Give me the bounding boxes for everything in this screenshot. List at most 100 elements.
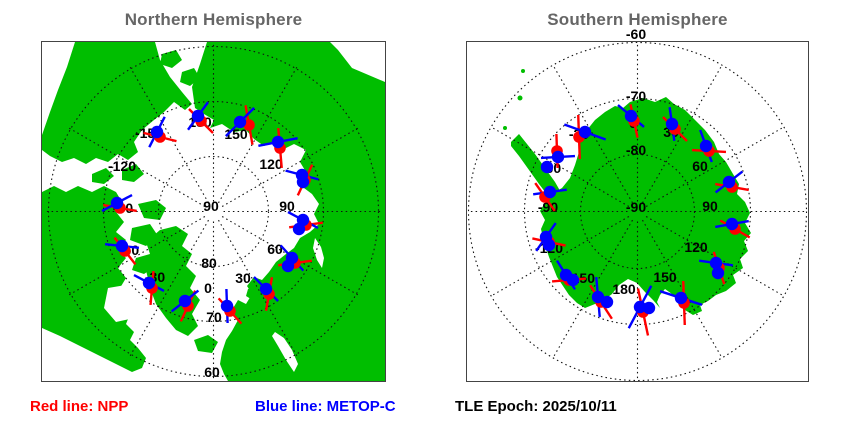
metop-c-position-dot (722, 175, 735, 188)
metop-c-position-dot (295, 168, 308, 181)
longitude-line (552, 64, 633, 203)
landmass (41, 41, 192, 164)
satellite-marker (563, 114, 606, 159)
longitude-line (66, 126, 205, 207)
longitude-line (645, 215, 784, 296)
satellite-marker (627, 284, 655, 336)
grid-label: 150 (224, 125, 248, 141)
latitude-circle (523, 97, 751, 325)
metop-c-position-dot (543, 185, 556, 198)
grid-label: 120 (684, 238, 708, 254)
longitude-line (217, 219, 298, 358)
metop-c-position-dot (624, 109, 637, 122)
landmass (131, 253, 156, 274)
metop-c-position-dot (540, 160, 553, 173)
metop-c-position-dot (191, 109, 204, 122)
water-body (312, 237, 324, 268)
satellite-marker (224, 104, 255, 145)
satellite-marker (217, 288, 242, 324)
grid-label: 90 (702, 197, 718, 213)
grid-label: 150 (653, 268, 677, 284)
longitude-line (217, 64, 298, 203)
metop-c-position-dot (110, 196, 123, 209)
satellite-layer (100, 101, 323, 324)
grid-label: -60 (625, 25, 645, 41)
latitude-circle (157, 155, 269, 267)
grid-label: -80 (625, 141, 645, 157)
tle-epoch-label: TLE Epoch: 2025/10/11 (455, 398, 617, 415)
longitude-line (128, 219, 209, 358)
metop-c-position-dot (725, 217, 738, 230)
metop-c-position-dot (271, 135, 284, 148)
latitude-circle (47, 45, 379, 377)
longitude-line (641, 64, 722, 203)
metop-c-position-dot (539, 230, 552, 243)
metop-c-position-dot (285, 251, 298, 264)
metop-c-position-dot (115, 239, 128, 252)
north-map-canvas: 180150-150120-12090-9060-6030-3009080706… (41, 41, 385, 381)
metop-c-position-dot (709, 256, 722, 269)
satellite-marker (104, 236, 139, 265)
longitude-line (645, 126, 784, 207)
satellite-marker (659, 280, 702, 325)
satellite-marker (100, 193, 137, 214)
metop-c-position-dot (296, 213, 309, 226)
graticule-layer (467, 41, 807, 381)
metop-c-position-dot (259, 282, 272, 295)
north-polar-map: 180150-150120-12090-9060-6030-3009080706… (40, 40, 386, 382)
metop-c-position-dot (142, 276, 155, 289)
satellite-layer (531, 103, 750, 336)
metop-c-position-dot (220, 299, 233, 312)
metop-c-position-dot (665, 117, 678, 130)
grid-label: 90 (279, 197, 295, 213)
satellite-marker (252, 275, 279, 311)
satellite-marker (616, 103, 645, 138)
metop-c-position-dot (150, 125, 163, 138)
satellite-marker (277, 244, 312, 272)
longitude-line (641, 219, 722, 358)
satellite-marker (691, 129, 726, 162)
legend-red-npp: Red line: NPP (30, 398, 129, 415)
longitude-line (490, 126, 629, 207)
satellite-marker (532, 181, 567, 212)
grid-label: 60 (267, 240, 283, 256)
latitude-circle (467, 41, 807, 381)
south-polar-map: -60-70-80-900306090120150180-150-120-90-… (465, 25, 809, 382)
grid-label: 80 (201, 254, 217, 270)
landmass (129, 223, 158, 246)
landmass (179, 67, 200, 86)
satellite-marker (142, 115, 177, 148)
water-body (103, 283, 138, 322)
grid-label: -90 (537, 198, 557, 214)
grid-label: 180 (612, 280, 636, 296)
satellite-marker (698, 250, 733, 285)
metop-c-position-dot (699, 139, 712, 152)
metop-c-position-dot (551, 150, 564, 163)
metop-c-position-dot (674, 291, 687, 304)
legend-blue-metop-c: Blue line: METOP-C (255, 398, 396, 415)
metop-c-position-dot (233, 115, 246, 128)
landmass (41, 185, 146, 372)
satellite-marker (257, 127, 298, 168)
grid-label: 60 (692, 157, 708, 173)
grid-label: -120 (107, 157, 135, 173)
satellite-marker (540, 133, 575, 173)
landmass (193, 334, 218, 353)
grid-label: -90 (625, 198, 645, 214)
landmass (245, 286, 264, 301)
south-map-canvas: -60-70-80-900306090120150180-150-120-90-… (467, 25, 807, 381)
longitude-line (66, 215, 205, 296)
longitude-line (221, 126, 360, 207)
grid-label: 90 (203, 197, 219, 213)
satellite-marker (714, 217, 750, 239)
grid-label: -70 (625, 87, 645, 103)
metop-c-position-dot (178, 294, 191, 307)
water-body (271, 331, 298, 372)
north-map-title: Northern Hemisphere (124, 10, 303, 29)
satellite-marker (588, 276, 613, 319)
satellite-marker (551, 259, 586, 290)
island-speck (520, 68, 525, 73)
landmass (159, 49, 182, 68)
satellite-marker (531, 221, 566, 252)
island-speck (502, 125, 507, 130)
